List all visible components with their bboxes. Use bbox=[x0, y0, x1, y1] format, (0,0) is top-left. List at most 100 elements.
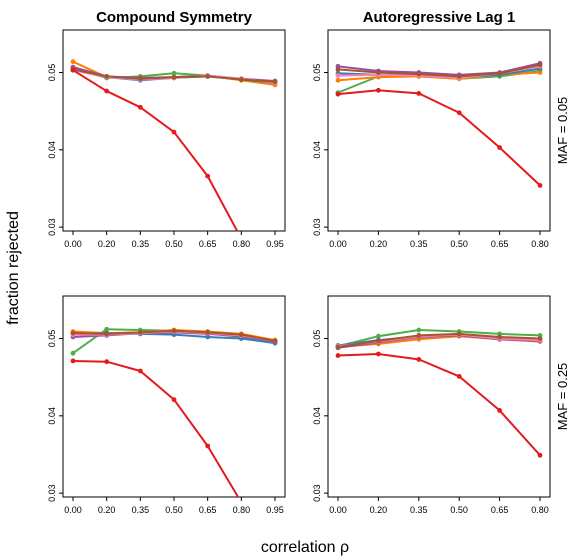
data-point-brown bbox=[416, 333, 422, 338]
panel-title: Compound Symmetry bbox=[96, 9, 253, 26]
x-axis-title: correlation ρ bbox=[261, 539, 349, 556]
data-point-red bbox=[104, 359, 110, 365]
series-line-red bbox=[72, 69, 239, 231]
data-point-brown bbox=[376, 70, 381, 75]
data-point-red bbox=[537, 452, 543, 458]
data-point-brown bbox=[171, 328, 177, 334]
data-point-green bbox=[171, 70, 177, 76]
data-point-red bbox=[205, 443, 211, 449]
data-point-red bbox=[70, 67, 76, 73]
y-tick-label: 0.04 bbox=[47, 141, 57, 159]
data-point-brown bbox=[70, 330, 76, 336]
x-tick-label: 0.65 bbox=[199, 505, 217, 515]
data-point-brown bbox=[416, 71, 422, 77]
data-point-brown bbox=[272, 338, 278, 344]
data-point-brown bbox=[104, 73, 110, 79]
x-tick-label: 0.35 bbox=[132, 505, 150, 515]
x-tick-label: 0.20 bbox=[370, 505, 388, 515]
data-point-red bbox=[104, 88, 110, 94]
series-line-brown bbox=[337, 332, 541, 349]
x-tick-label: 0.80 bbox=[531, 239, 549, 249]
y-tick-label: 0.05 bbox=[47, 330, 57, 348]
y-axis-title: fraction rejected bbox=[5, 211, 22, 325]
data-point-brown bbox=[137, 76, 143, 82]
y-tick-label: 0.05 bbox=[312, 330, 322, 348]
y-tick-label: 0.05 bbox=[47, 64, 57, 82]
data-point-brown bbox=[205, 73, 211, 79]
series-line-red bbox=[337, 89, 541, 187]
data-point-brown bbox=[497, 70, 502, 76]
data-point-brown bbox=[171, 74, 177, 80]
data-point-orange bbox=[537, 70, 543, 75]
data-point-red bbox=[376, 87, 381, 93]
x-tick-label: 0.20 bbox=[370, 239, 388, 249]
x-tick-label: 0.20 bbox=[98, 505, 116, 515]
x-tick-label: 0.00 bbox=[64, 505, 82, 515]
x-tick-label: 0.65 bbox=[491, 505, 509, 515]
x-tick-label: 0.35 bbox=[410, 239, 428, 249]
data-point-red bbox=[137, 104, 143, 110]
x-tick-label: 0.50 bbox=[450, 505, 468, 515]
panel-1: Compound Symmetry 0.03 0.04 0.05 0.00 0.20 0.3… bbox=[47, 9, 286, 307]
panel-3: 0.03 0.04 0.05 0.00 0.20 0.35 0.50 0.65 0.80 0.95 bbox=[47, 295, 286, 515]
data-point-red bbox=[497, 145, 502, 150]
y-tick-label: 0.05 bbox=[312, 64, 322, 82]
data-point-red bbox=[456, 374, 462, 379]
plot-frame bbox=[327, 29, 551, 232]
series-layer bbox=[335, 327, 543, 458]
series-line-brown bbox=[337, 63, 541, 78]
data-point-orange bbox=[335, 77, 341, 83]
x-tick-label: 0.00 bbox=[329, 505, 347, 515]
series-layer bbox=[335, 60, 543, 188]
panel-title: Autoregressive Lag 1 bbox=[363, 9, 516, 26]
data-point-brown bbox=[137, 329, 143, 335]
y-tick-label: 0.03 bbox=[312, 218, 322, 236]
y-tick-label: 0.04 bbox=[47, 407, 57, 425]
data-point-brown bbox=[456, 331, 462, 337]
data-point-red bbox=[537, 182, 543, 188]
x-tick-label: 0.35 bbox=[132, 239, 150, 249]
data-point-red bbox=[497, 408, 502, 413]
data-point-red bbox=[416, 90, 422, 96]
x-tick-label: 0.00 bbox=[64, 239, 82, 249]
data-point-brown bbox=[497, 334, 502, 340]
data-point-red bbox=[273, 302, 278, 307]
data-point-red bbox=[171, 397, 177, 402]
x-tick-label: 0.95 bbox=[266, 505, 284, 515]
x-tick-label: 0.80 bbox=[233, 239, 251, 249]
y-tick-label: 0.03 bbox=[47, 484, 57, 502]
x-tick-label: 0.80 bbox=[531, 505, 549, 515]
data-point-green bbox=[416, 327, 422, 333]
series-line-green bbox=[337, 329, 541, 348]
row-label: MAF = 0.25 bbox=[555, 363, 570, 431]
data-point-red bbox=[171, 129, 177, 135]
series-line-red bbox=[72, 359, 240, 497]
data-point-brown bbox=[376, 338, 381, 344]
data-point-green bbox=[104, 326, 110, 332]
row-label: MAF = 0.05 bbox=[555, 97, 570, 165]
x-tick-label: 0.80 bbox=[233, 505, 251, 515]
data-point-brown bbox=[205, 329, 211, 335]
data-point-brown bbox=[537, 336, 543, 341]
series-layer bbox=[70, 326, 278, 497]
plot-frame bbox=[62, 295, 286, 498]
x-tick-label: 0.65 bbox=[199, 239, 217, 249]
data-point-red bbox=[335, 91, 341, 97]
data-point-brown bbox=[335, 344, 341, 350]
y-tick-label: 0.03 bbox=[47, 218, 57, 236]
x-tick-label: 0.00 bbox=[329, 239, 347, 249]
panel-2: Autoregressive Lag 1 MAF = 0.05 0.03 0.04 0.… bbox=[312, 9, 570, 249]
data-point-red bbox=[70, 358, 76, 364]
data-point-red bbox=[335, 353, 341, 358]
y-tick-label: 0.04 bbox=[312, 407, 322, 425]
data-point-brown bbox=[537, 62, 543, 68]
data-point-red bbox=[416, 356, 422, 362]
data-point-red bbox=[456, 110, 462, 116]
x-tick-label: 0.50 bbox=[450, 239, 468, 249]
plot-frame bbox=[327, 295, 551, 498]
data-point-green bbox=[376, 333, 381, 339]
data-point-brown bbox=[456, 73, 462, 79]
panel-4: MAF = 0.25 0.03 0.04 0.05 0.00 0.20 0.35 0.50 0.… bbox=[312, 295, 570, 515]
data-point-red bbox=[205, 173, 211, 179]
